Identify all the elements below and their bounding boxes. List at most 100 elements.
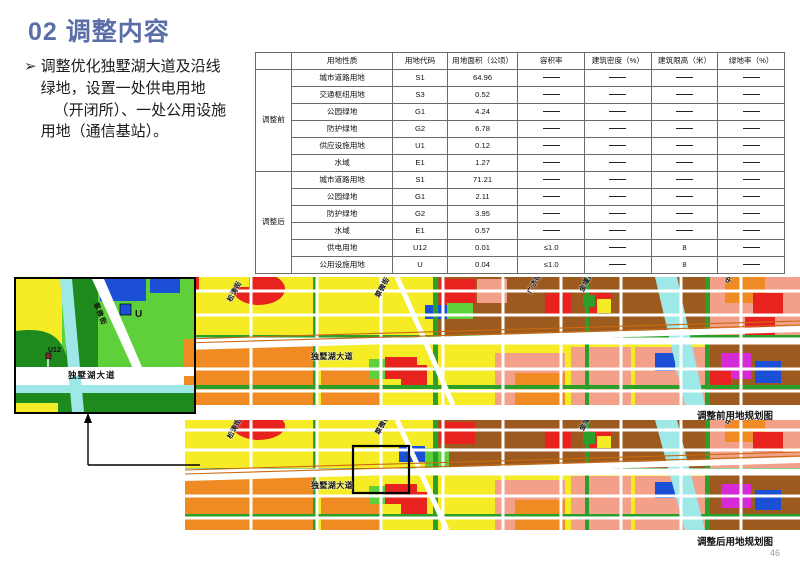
bullet-block: ➢ 调整优化独墅湖大道及沿线 绿地，设置一处供电用地 （开闭所）、一处公用设施 … bbox=[24, 56, 252, 143]
cell-code: S3 bbox=[392, 86, 448, 104]
dash-mark bbox=[742, 213, 760, 215]
cell-nature: 城市道路用地 bbox=[290, 171, 394, 189]
map-label-dushuhu-after: 独墅湖大道 bbox=[311, 481, 353, 490]
cell-green bbox=[717, 239, 785, 257]
map-before-svg bbox=[185, 277, 800, 405]
table-body: 调整前 城市道路用地 S1 64.96 交通枢纽用地 S3 0.52 公园绿地 G1 4.24 防护… bbox=[255, 69, 785, 274]
cell-far bbox=[517, 154, 586, 172]
inset-map-svg bbox=[16, 279, 194, 412]
cell-green bbox=[717, 120, 785, 138]
dash-mark bbox=[742, 128, 760, 130]
cell-green bbox=[717, 103, 785, 121]
land-use-table: 用地性质 用地代码 用地面积（公顷） 容积率 建筑密度（%） 建筑限高（米） 绿… bbox=[255, 52, 785, 274]
cell-nature: 公园绿地 bbox=[290, 103, 394, 121]
cell-density bbox=[584, 222, 652, 240]
cell-area: 0.52 bbox=[446, 86, 519, 104]
cell-density bbox=[584, 86, 652, 104]
cell-height bbox=[650, 205, 719, 223]
dash-mark bbox=[609, 213, 627, 215]
dash-mark bbox=[609, 128, 627, 130]
cell-density bbox=[584, 120, 652, 138]
cell-density bbox=[584, 137, 652, 155]
u-parcel-marker bbox=[119, 303, 132, 316]
cell-green bbox=[717, 188, 785, 206]
cell-area: 0.01 bbox=[446, 239, 519, 257]
cell-area: 3.95 bbox=[446, 205, 519, 223]
cell-height bbox=[650, 137, 719, 155]
table-row: 公用设施用地 U 0.04 ≤1.0 8 bbox=[256, 256, 785, 274]
dash-mark bbox=[742, 94, 760, 96]
cell-green bbox=[717, 205, 785, 223]
map-after-svg bbox=[185, 420, 800, 530]
cell-far bbox=[517, 222, 586, 240]
cell-nature: 防护绿地 bbox=[290, 205, 394, 223]
bullet-line-4: 用地（通信基站）。 bbox=[40, 123, 169, 141]
dash-mark bbox=[609, 77, 627, 79]
dash-mark bbox=[609, 111, 627, 113]
dash-mark bbox=[542, 213, 560, 215]
map-label-dushuhu: 独墅湖大道 bbox=[311, 352, 353, 361]
table-row: 交通枢纽用地 S3 0.52 bbox=[256, 86, 785, 104]
cell-nature: 供应设施用地 bbox=[290, 137, 394, 155]
cell-code: G2 bbox=[392, 205, 448, 223]
cell-height bbox=[650, 222, 719, 240]
cell-height bbox=[650, 188, 719, 206]
cell-nature: 供电用地 bbox=[290, 239, 394, 257]
cell-green bbox=[717, 69, 785, 87]
cell-area: 0.04 bbox=[446, 256, 519, 274]
cell-green bbox=[717, 86, 785, 104]
table-row: 供电用地 U12 0.01 ≤1.0 8 bbox=[256, 239, 785, 257]
dash-mark bbox=[542, 111, 560, 113]
dash-mark bbox=[742, 179, 760, 181]
dash-mark bbox=[542, 196, 560, 198]
bullet-line-2: 绿地，设置一处供电用地 bbox=[40, 79, 206, 97]
cell-nature: 交通枢纽用地 bbox=[290, 86, 394, 104]
cell-green bbox=[717, 222, 785, 240]
cell-density bbox=[584, 154, 652, 172]
cell-height bbox=[650, 86, 719, 104]
header-far: 容积率 bbox=[517, 52, 586, 70]
callout-box bbox=[351, 444, 411, 495]
cell-density bbox=[584, 188, 652, 206]
table-row: 水域 E1 1.27 bbox=[256, 154, 785, 172]
cell-code: U bbox=[392, 256, 448, 274]
cell-area: 71.21 bbox=[446, 171, 519, 189]
cell-code: E1 bbox=[392, 154, 448, 172]
cell-height: 8 bbox=[650, 256, 719, 274]
cell-code: S1 bbox=[392, 69, 448, 87]
header-code: 用地代码 bbox=[392, 52, 448, 70]
table-row: 水域 E1 0.57 bbox=[256, 222, 785, 240]
map-after-adjustment[interactable]: 松涛街 翠微街 金堰路 中环东线 独墅湖大道 bbox=[185, 420, 800, 530]
dash-mark bbox=[609, 264, 627, 266]
dash-mark bbox=[675, 145, 693, 147]
header-density: 建筑密度（%） bbox=[584, 52, 652, 70]
header-nature: 用地性质 bbox=[290, 52, 394, 70]
dash-mark bbox=[609, 179, 627, 181]
table-row: 防护绿地 G2 6.78 bbox=[256, 120, 785, 138]
cell-area: 4.24 bbox=[446, 103, 519, 121]
dash-mark bbox=[542, 77, 560, 79]
cell-code: G1 bbox=[392, 103, 448, 121]
dash-mark bbox=[742, 145, 760, 147]
header-group bbox=[255, 52, 292, 70]
map-before-adjustment[interactable]: 松涛街 翠微街 金堰路 中环东线 广济街 独墅湖大道 bbox=[185, 277, 800, 405]
table-row: 公园绿地 G1 4.24 bbox=[256, 103, 785, 121]
cell-code: G2 bbox=[392, 120, 448, 138]
cell-far bbox=[517, 188, 586, 206]
table-row: 供应设施用地 U1 0.12 bbox=[256, 137, 785, 155]
cell-density bbox=[584, 256, 652, 274]
table-row: 防护绿地 G2 3.95 bbox=[256, 205, 785, 223]
cell-density bbox=[584, 103, 652, 121]
cell-nature: 公园绿地 bbox=[290, 188, 394, 206]
callout-connector bbox=[84, 413, 200, 466]
dash-mark bbox=[609, 94, 627, 96]
inset-detail-map[interactable]: 独墅湖大道 翠微街 U U12 bbox=[14, 277, 196, 414]
dash-mark bbox=[742, 111, 760, 113]
dash-mark bbox=[542, 128, 560, 130]
caption-before: 调整前用地规划图 bbox=[697, 411, 774, 422]
table-row: 调整前 城市道路用地 S1 64.96 bbox=[255, 69, 785, 172]
cell-code: G1 bbox=[392, 188, 448, 206]
caption-after: 调整后用地规划图 bbox=[697, 537, 774, 548]
cell-green bbox=[717, 154, 785, 172]
cell-code: E1 bbox=[392, 222, 448, 240]
